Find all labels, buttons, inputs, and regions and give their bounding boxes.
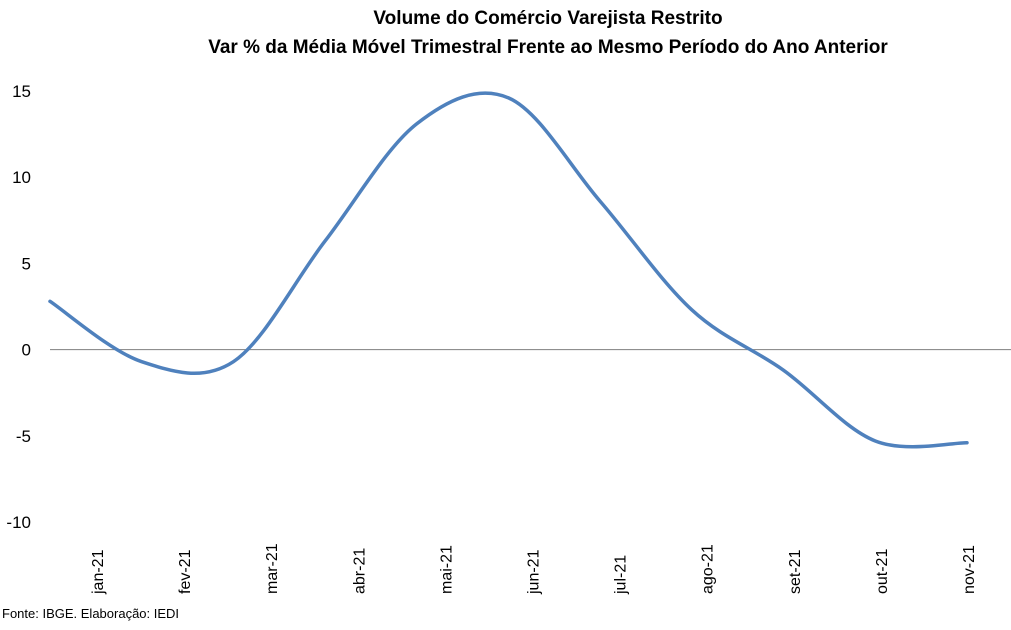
x-tick-label: abr-21 (351, 548, 368, 594)
x-tick-label: set-21 (787, 549, 804, 594)
y-tick-label: 0 (22, 341, 31, 360)
x-tick-label: mar-21 (264, 543, 281, 594)
x-tick-label: out-21 (874, 549, 891, 594)
x-tick-label: jul-21 (613, 555, 630, 595)
x-tick-label: fev-21 (177, 549, 194, 594)
y-tick-label: -5 (16, 427, 31, 446)
source-note: Fonte: IBGE. Elaboração: IEDI (2, 606, 180, 621)
y-tick-label: 15 (12, 82, 31, 101)
series-line (48, 91, 969, 449)
x-tick-label: ago-21 (700, 544, 717, 594)
chart-subtitle: Var % da Média Móvel Trimestral Frente a… (208, 37, 888, 58)
x-axis-labels: jan-21 fev-21 mar-21 abr-21 mai-21 jun-21 jul-… (90, 543, 978, 595)
chart-title: Volume do Comércio Varejista Restrito (373, 8, 722, 29)
x-tick-label: jan-21 (90, 549, 107, 595)
y-tick-label: -10 (6, 513, 31, 532)
x-tick-label: mai-21 (438, 545, 455, 594)
y-tick-label: 10 (12, 168, 31, 187)
y-axis-ticks: 15 10 5 0 -5 -10 (6, 82, 31, 532)
y-tick-label: 5 (22, 254, 31, 273)
x-tick-label: nov-21 (961, 545, 978, 594)
x-tick-label: jun-21 (526, 549, 543, 595)
